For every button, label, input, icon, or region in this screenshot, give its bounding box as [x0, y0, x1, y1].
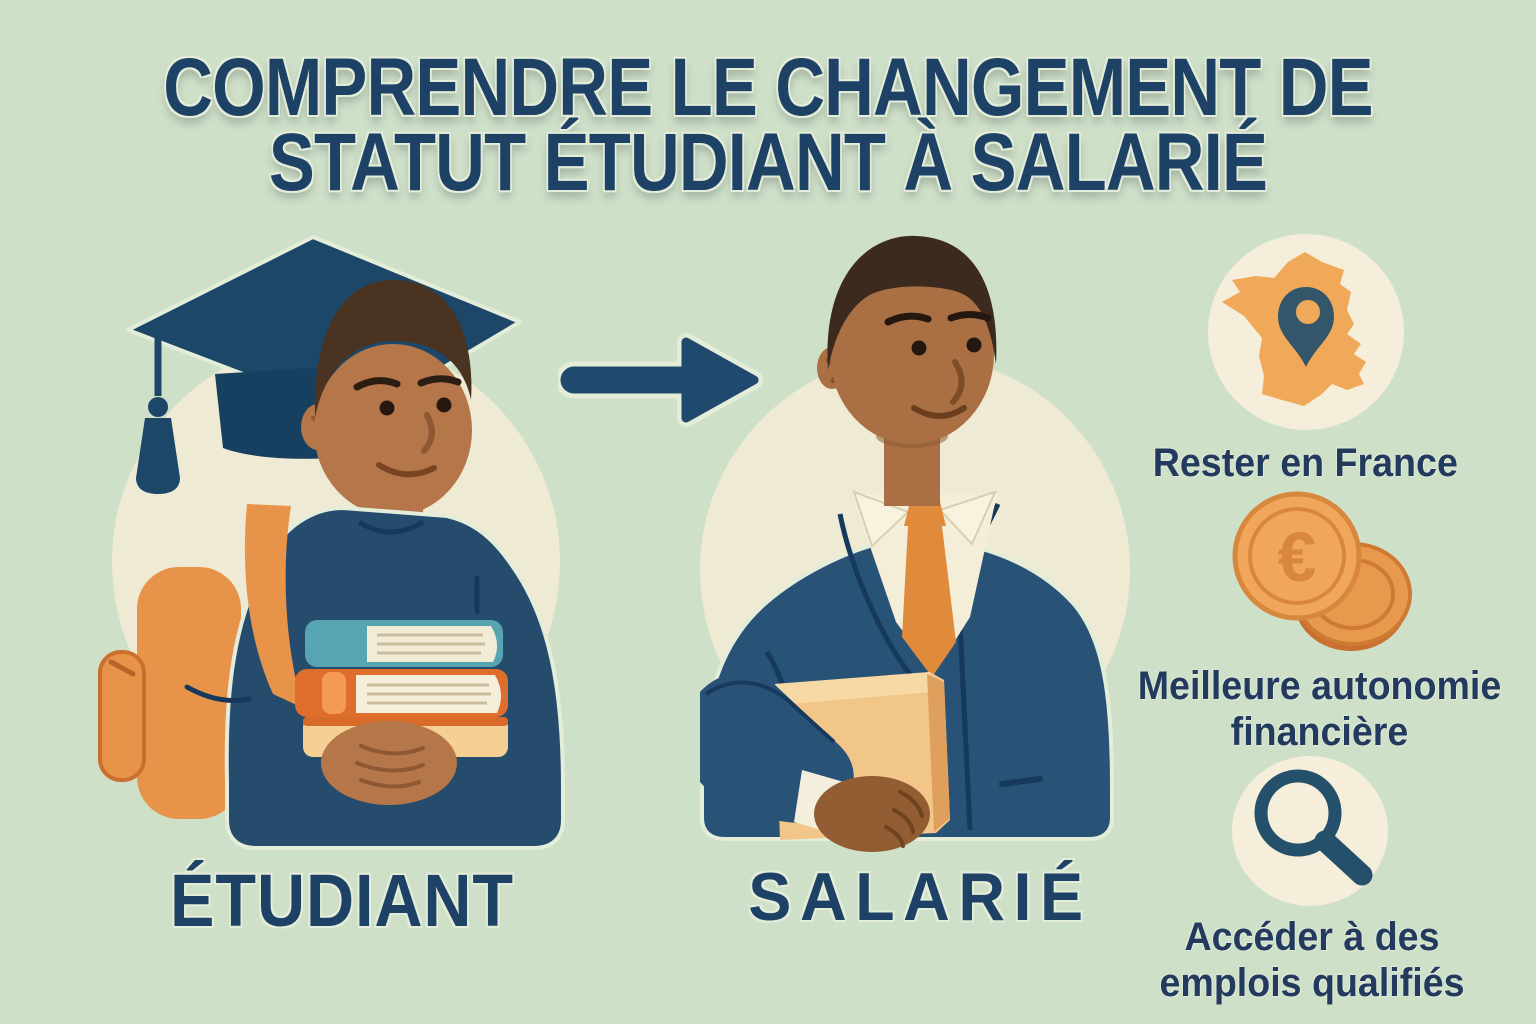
backpack — [98, 567, 241, 819]
job-search-magnifier-icon — [1232, 756, 1388, 906]
euro-symbol: € — [1278, 518, 1317, 596]
benefit-label: Meilleure autonomie financière — [1137, 664, 1502, 755]
benefit-label: Rester en France — [1152, 441, 1458, 485]
france-map-pin-icon — [1208, 234, 1404, 430]
location-pin-icon — [1278, 287, 1334, 367]
right-arrow-icon — [558, 333, 763, 427]
student-label: ÉTUDIANT — [170, 859, 514, 942]
employee-illustration — [700, 235, 1130, 852]
title-line-1: COMPRENDRE LE CHANGEMENT DE — [163, 42, 1373, 133]
employee-arm — [700, 672, 930, 852]
employee-tie — [902, 502, 956, 677]
student-hand — [321, 721, 457, 805]
page-title: COMPRENDRE LE CHANGEMENT DE STATUT ÉTUDI… — [123, 42, 1413, 209]
student-head — [301, 279, 472, 516]
benefit-item-emplois-qualifies: Accéder à des emplois qualifiés — [1112, 752, 1512, 1007]
euro-coins-icon: € — [1232, 491, 1412, 651]
title-line-2: STATUT ÉTUDIANT À SALARIÉ — [268, 117, 1268, 209]
backpack-strap — [244, 504, 303, 708]
benefit-item-rester-en-france: Rester en France — [1095, 232, 1515, 486]
benefit-item-autonomie-financiere: € Meilleure autonomie financière — [1092, 488, 1536, 756]
benefit-label: Accéder à des emplois qualifiés — [1159, 915, 1465, 1006]
employee-head — [817, 235, 997, 506]
employee-label: SALARIÉ — [748, 859, 1092, 935]
books-stack — [295, 620, 508, 757]
student-illustration — [98, 235, 565, 850]
